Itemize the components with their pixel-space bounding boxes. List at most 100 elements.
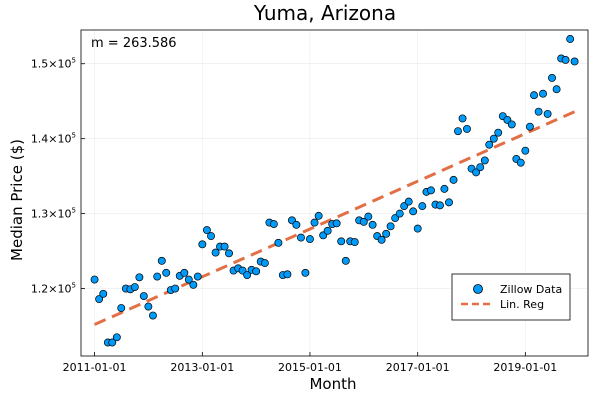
- data-point: [171, 284, 180, 293]
- data-point: [301, 268, 310, 277]
- x-tick-label: 2015-01-01: [278, 361, 342, 374]
- data-point: [543, 109, 552, 118]
- data-point: [449, 175, 458, 184]
- y-tick-label: 1.2×105: [31, 282, 76, 296]
- data-point: [225, 249, 233, 258]
- data-point: [157, 256, 166, 265]
- data-point: [184, 275, 193, 284]
- data-point: [463, 124, 471, 133]
- data-point: [269, 220, 278, 229]
- data-point: [306, 235, 314, 244]
- data-point: [427, 186, 435, 195]
- data-point: [525, 122, 534, 131]
- data-point: [162, 268, 171, 277]
- data-point: [252, 267, 261, 276]
- x-axis-ticks: 2011-01-01 2013-01-01 2015-01-01 2017-01-01…: [63, 352, 557, 374]
- data-point: [112, 333, 121, 342]
- x-tick-label: 2011-01-01: [63, 361, 127, 374]
- data-point: [341, 256, 350, 265]
- data-point: [521, 146, 530, 155]
- data-point: [95, 295, 104, 303]
- data-point: [413, 224, 422, 233]
- data-point: [359, 217, 368, 226]
- data-point: [108, 338, 117, 347]
- data-point: [561, 56, 570, 64]
- data-point: [135, 273, 144, 282]
- data-point: [90, 275, 99, 284]
- plot-frame: [80, 29, 589, 357]
- data-point: [507, 120, 516, 129]
- data-point: [337, 237, 346, 246]
- x-tick-label: 2017-01-01: [386, 361, 450, 374]
- data-point: [395, 209, 404, 218]
- data-point: [489, 134, 498, 143]
- data-point: [552, 85, 561, 94]
- data-point: [117, 304, 126, 312]
- data-point: [386, 222, 395, 231]
- data-point: [530, 91, 538, 100]
- data-point: [548, 74, 556, 82]
- legend-label-zillow-data: Zillow Data: [500, 283, 562, 296]
- data-point: [297, 233, 305, 242]
- data-point: [436, 201, 444, 210]
- data-point: [153, 272, 162, 281]
- chart-title: Yuma, Arizona: [253, 1, 396, 25]
- data-point: [148, 311, 157, 320]
- data-point: [485, 140, 494, 149]
- data-point: [99, 289, 108, 298]
- data-point: [310, 218, 319, 227]
- y-tick-label: 1.4×105: [31, 132, 76, 146]
- data-point: [418, 202, 427, 211]
- data-point: [144, 302, 153, 311]
- data-point: [139, 292, 148, 300]
- data-point: [211, 248, 220, 257]
- data-point: [476, 163, 485, 172]
- data-point: [454, 127, 462, 136]
- data-point: [207, 232, 215, 241]
- data-point: [458, 114, 467, 123]
- data-point: [566, 35, 575, 43]
- y-axis-title: Median Price ($): [8, 139, 26, 261]
- data-point: [570, 57, 579, 66]
- data-point: [260, 259, 269, 268]
- data-point: [494, 128, 503, 137]
- grid: [81, 30, 588, 356]
- data-point: [180, 268, 189, 277]
- data-point: [130, 283, 139, 292]
- data-point: [202, 226, 211, 235]
- data-point: [516, 158, 525, 167]
- data-point: [445, 198, 453, 207]
- data-point: [472, 168, 481, 177]
- x-axis-title: Month: [309, 375, 356, 393]
- data-point: [314, 211, 323, 220]
- series: [90, 35, 579, 347]
- x-tick-label: 2013-01-01: [170, 361, 234, 374]
- legend-marker-zillow-data: [473, 284, 483, 294]
- y-tick-label: 1.5×105: [31, 57, 76, 71]
- data-point: [404, 197, 413, 206]
- data-point: [364, 212, 373, 221]
- data-point: [198, 240, 207, 249]
- data-point: [539, 89, 547, 98]
- legend-label-lin-reg: Lin. Reg: [500, 298, 544, 311]
- data-point: [243, 271, 252, 280]
- legend: Zillow Data Lin. Reg: [451, 273, 571, 321]
- x-tick-label: 2019-01-01: [493, 361, 557, 374]
- legend-box: [451, 273, 571, 321]
- data-point: [368, 220, 377, 229]
- y-tick-label: 1.3×105: [31, 207, 76, 221]
- data-point: [193, 272, 202, 281]
- data-point: [323, 226, 332, 235]
- data-point: [409, 207, 418, 216]
- y-axis-ticks: 1.2×105 1.3×105 1.4×105 1.5×105: [31, 57, 85, 296]
- data-point: [382, 229, 391, 238]
- data-point: [377, 235, 386, 244]
- data-point: [480, 156, 489, 165]
- data-point: [350, 238, 359, 247]
- data-point: [283, 270, 292, 279]
- data-point: [189, 280, 198, 289]
- slope-annotation: m = 263.586: [91, 36, 177, 51]
- data-point: [220, 242, 229, 251]
